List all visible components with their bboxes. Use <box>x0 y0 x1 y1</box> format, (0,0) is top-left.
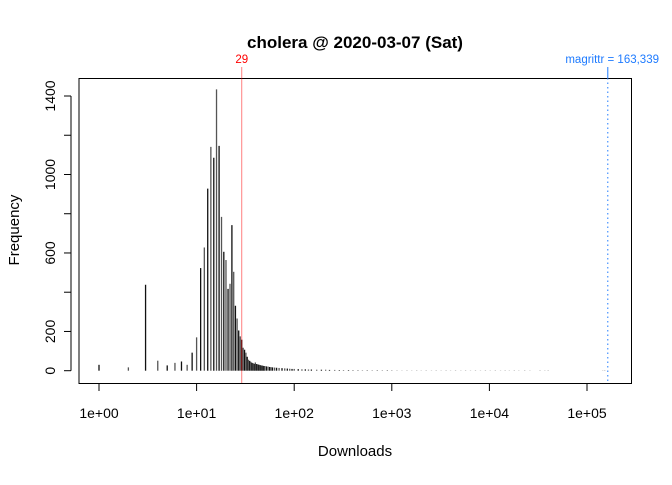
y-axis: 0 200 600 1000 1400 <box>42 80 72 375</box>
y-tick-label: 0 <box>42 367 58 375</box>
annotation-label: magrittr = 163,339 <box>565 54 659 66</box>
x-tick-label: 1e+03 <box>372 405 412 421</box>
y-tick-label: 200 <box>42 320 58 344</box>
x-tick-label: 1e+01 <box>177 405 217 421</box>
plot-frame <box>78 78 632 384</box>
y-axis-label: Frequency <box>6 194 23 265</box>
x-tick-label: 1e+02 <box>275 405 315 421</box>
x-tick-label: 1e+00 <box>79 405 119 421</box>
annotations: 29 magrittr = 163,339 <box>235 54 659 383</box>
x-tick-label: 1e+04 <box>470 405 510 421</box>
x-tick-label: 1e+05 <box>567 405 607 421</box>
chart-title: cholera @ 2020-03-07 (Sat) <box>247 33 463 52</box>
x-axis: 1e+00 1e+01 1e+02 1e+03 1e+04 1e+05 <box>79 383 607 421</box>
x-axis-label: Downloads <box>318 443 392 460</box>
bars <box>98 89 606 371</box>
annotation-label: 29 <box>235 54 248 66</box>
y-tick-label: 1400 <box>42 80 58 111</box>
y-tick-label: 600 <box>42 241 58 265</box>
y-tick-label: 1000 <box>42 159 58 190</box>
